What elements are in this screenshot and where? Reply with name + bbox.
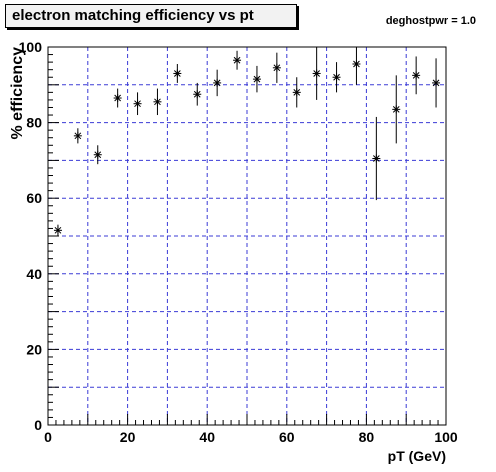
y-tick-label: 80 (26, 115, 42, 131)
marker-stroke (353, 60, 360, 68)
data-point (332, 62, 341, 93)
data-point (93, 145, 102, 165)
marker-stroke (74, 132, 82, 140)
marker-stroke (333, 73, 340, 81)
marker-stroke (193, 90, 201, 98)
y-axis-title: % efficiency (9, 47, 26, 140)
data-point (292, 77, 301, 108)
marker-stroke (54, 226, 62, 234)
y-tick-label: 60 (26, 190, 42, 206)
marker-stroke (114, 94, 122, 102)
data-point (193, 82, 202, 106)
y-tick-label: 0 (34, 417, 42, 433)
data-point (233, 50, 242, 70)
x-tick-label: 80 (359, 429, 375, 445)
marker-stroke (134, 100, 141, 108)
data-point (173, 64, 182, 83)
x-tick-label: 60 (279, 429, 295, 445)
data-point (372, 116, 381, 201)
marker-stroke (213, 79, 221, 87)
x-tick-label: 0 (44, 429, 52, 445)
data-point (113, 88, 122, 108)
data-point (153, 88, 162, 116)
marker-stroke (253, 75, 261, 83)
data-point (432, 58, 441, 108)
x-axis-title: pT (GeV) (388, 448, 446, 464)
chart-subtitle: deghostpwr = 1.0 (385, 15, 476, 27)
marker-stroke (154, 98, 161, 106)
chart-title: electron matching efficiency vs pt (5, 4, 297, 28)
y-tick-label: 20 (26, 341, 42, 357)
data-point (352, 47, 361, 85)
x-tick-label: 100 (434, 429, 458, 445)
data-point (272, 52, 281, 83)
marker-stroke (392, 106, 400, 113)
marker-stroke (372, 155, 380, 162)
marker-stroke (432, 79, 440, 87)
marker-stroke (233, 56, 241, 64)
x-tick-label: 20 (120, 429, 136, 445)
data-point (133, 92, 142, 116)
data-point (53, 224, 62, 236)
data-point (312, 47, 321, 100)
data-point (213, 69, 222, 97)
data-point (73, 128, 82, 144)
marker-stroke (293, 89, 301, 96)
y-tick-label: 100 (19, 39, 43, 55)
data-point (252, 65, 261, 93)
marker-stroke (313, 70, 321, 77)
data-point (412, 56, 421, 95)
marker-stroke (412, 71, 420, 79)
data-point (392, 75, 401, 144)
y-tick-label: 40 (26, 266, 42, 282)
marker-stroke (173, 70, 181, 77)
marker-stroke (273, 64, 281, 72)
x-tick-label: 40 (199, 429, 215, 445)
marker-stroke (94, 151, 102, 159)
